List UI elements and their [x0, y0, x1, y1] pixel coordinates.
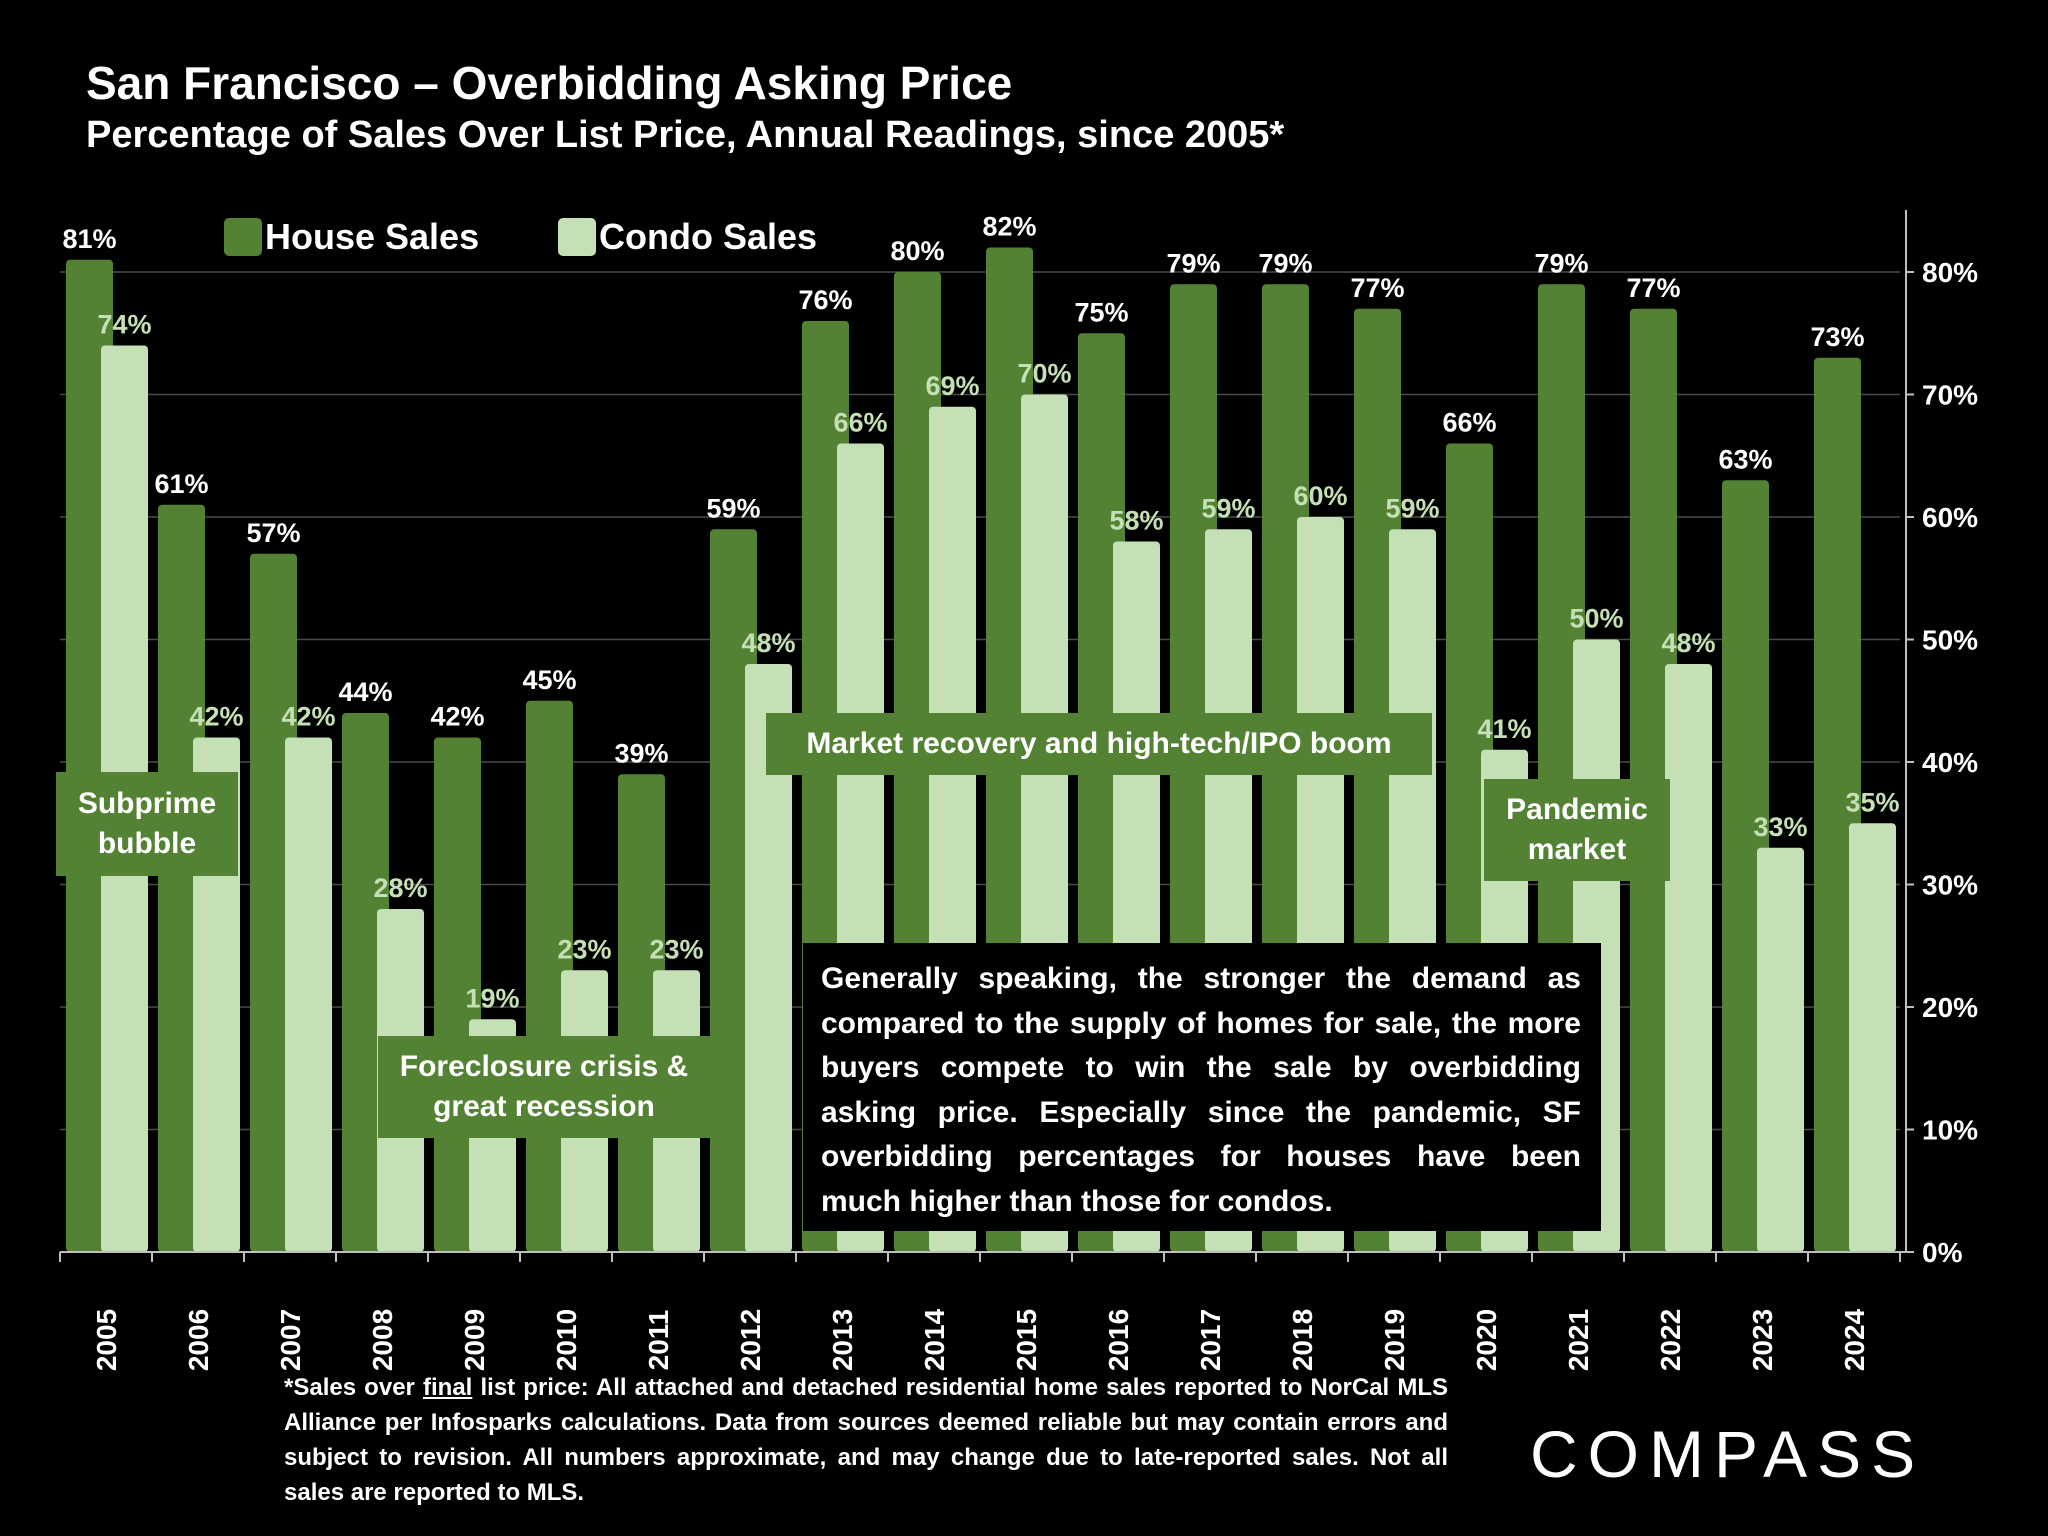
footnote-rest: list price: All attached and detached re…	[284, 1374, 1449, 1506]
x-tick-label: 2024	[1839, 1308, 1870, 1371]
data-label-house: 63%	[1718, 444, 1772, 474]
data-label-condo: 42%	[189, 702, 243, 732]
bar-condo	[285, 737, 332, 1252]
data-label-house: 57%	[246, 518, 300, 548]
data-label-condo: 42%	[281, 702, 335, 732]
data-label-condo: 59%	[1385, 493, 1439, 523]
data-label-house: 73%	[1810, 322, 1864, 352]
data-label-condo: 70%	[1017, 359, 1071, 389]
x-tick-label: 2021	[1563, 1309, 1594, 1371]
data-label-condo: 23%	[649, 934, 703, 964]
y-tick-label: 70%	[1922, 380, 1978, 411]
data-label-condo: 41%	[1477, 714, 1531, 744]
compass-logo: COMPASS	[1530, 1417, 1926, 1491]
x-tick-label: 2010	[551, 1309, 582, 1371]
data-label-condo: 48%	[741, 628, 795, 658]
data-label-condo: 69%	[925, 371, 979, 401]
data-label-condo: 35%	[1845, 787, 1899, 817]
footnote-underlined: final	[423, 1374, 473, 1401]
x-tick-label: 2023	[1747, 1309, 1778, 1371]
legend-swatch-condo	[558, 218, 596, 256]
legend-label-condo: Condo Sales	[599, 216, 817, 257]
x-tick-label: 2014	[919, 1308, 950, 1371]
data-label-house: 77%	[1350, 273, 1404, 303]
value-labels: 81%74%61%42%57%42%44%28%42%19%45%23%39%2…	[62, 212, 1899, 1014]
data-label-condo: 23%	[557, 934, 611, 964]
data-label-house: 81%	[62, 224, 116, 254]
x-tick-label: 2020	[1471, 1309, 1502, 1371]
data-label-condo: 58%	[1109, 506, 1163, 536]
x-tick-label: 2013	[827, 1309, 858, 1371]
data-label-condo: 33%	[1753, 812, 1807, 842]
x-tick-label: 2005	[91, 1309, 122, 1371]
data-label-house: 79%	[1166, 248, 1220, 278]
y-tick-label: 10%	[1922, 1115, 1978, 1146]
data-label-condo: 50%	[1569, 604, 1623, 634]
y-tick-label: 20%	[1922, 992, 1978, 1023]
y-tick-label: 30%	[1922, 870, 1978, 901]
bar-condo	[1849, 823, 1896, 1252]
data-label-house: 42%	[430, 702, 484, 732]
x-tick-label: 2006	[183, 1309, 214, 1371]
data-label-condo: 19%	[465, 983, 519, 1013]
chart-subtitle: Percentage of Sales Over List Price, Ann…	[86, 114, 1285, 156]
data-label-house: 82%	[982, 212, 1036, 242]
data-label-house: 76%	[798, 285, 852, 315]
data-label-condo: 74%	[97, 310, 151, 340]
data-label-house: 75%	[1074, 297, 1128, 327]
data-label-house: 77%	[1626, 273, 1680, 303]
footnote: *Sales over final list price: All attach…	[284, 1370, 1448, 1510]
annotation-pandemic: Pandemic market	[1484, 779, 1670, 881]
annotation-subprime: Subprime bubble	[56, 772, 238, 876]
x-tick-label: 2009	[459, 1309, 490, 1371]
data-label-house: 79%	[1534, 248, 1588, 278]
y-tick-label: 50%	[1922, 625, 1978, 656]
data-label-condo: 48%	[1661, 628, 1715, 658]
legend: House Sales Condo Sales	[224, 216, 817, 257]
data-label-condo: 59%	[1201, 493, 1255, 523]
x-tick-label: 2019	[1379, 1309, 1410, 1371]
annotation-foreclosure: Foreclosure crisis & great recession	[378, 1036, 710, 1138]
data-label-condo: 66%	[833, 408, 887, 438]
bar-condo	[745, 664, 792, 1252]
data-label-house: 59%	[706, 493, 760, 523]
x-tick-label: 2012	[735, 1309, 766, 1371]
x-tick-label: 2011	[643, 1310, 674, 1371]
data-label-house: 80%	[890, 236, 944, 266]
callout-text-box: Generally speaking, the stronger the dem…	[803, 943, 1601, 1231]
chart-title: San Francisco – Overbidding Asking Price	[86, 57, 1013, 109]
x-tick-label: 2016	[1103, 1309, 1134, 1371]
x-tick-label: 2017	[1195, 1309, 1226, 1371]
data-label-house: 66%	[1442, 408, 1496, 438]
x-tick-label: 2015	[1011, 1309, 1042, 1371]
y-tick-label: 40%	[1922, 747, 1978, 778]
x-tick-label: 2018	[1287, 1309, 1318, 1371]
footnote-prefix: *Sales over	[284, 1374, 424, 1401]
axes: 0% 10% 20% 30% 40% 50% 60% 70% 80% 2005 2006 2007 20…	[59, 210, 1978, 1371]
x-tick-label: 2007	[275, 1309, 306, 1371]
x-tick-label: 2008	[367, 1309, 398, 1371]
y-tick-label: 0%	[1922, 1237, 1963, 1268]
data-label-house: 44%	[338, 677, 392, 707]
data-label-condo: 60%	[1293, 481, 1347, 511]
data-label-house: 61%	[154, 469, 208, 499]
legend-swatch-house	[224, 218, 262, 256]
bar-condo	[1757, 847, 1804, 1252]
x-tick-label: 2022	[1655, 1309, 1686, 1371]
y-tick-label: 60%	[1922, 502, 1978, 533]
annotation-recovery: Market recovery and high-tech/IPO boom	[766, 713, 1432, 775]
data-label-house: 79%	[1258, 248, 1312, 278]
y-tick-label: 80%	[1922, 257, 1978, 288]
data-label-house: 45%	[522, 665, 576, 695]
data-label-condo: 28%	[373, 873, 427, 903]
legend-label-house: House Sales	[265, 216, 479, 257]
data-label-house: 39%	[614, 738, 668, 768]
bar-condo	[1665, 664, 1712, 1252]
